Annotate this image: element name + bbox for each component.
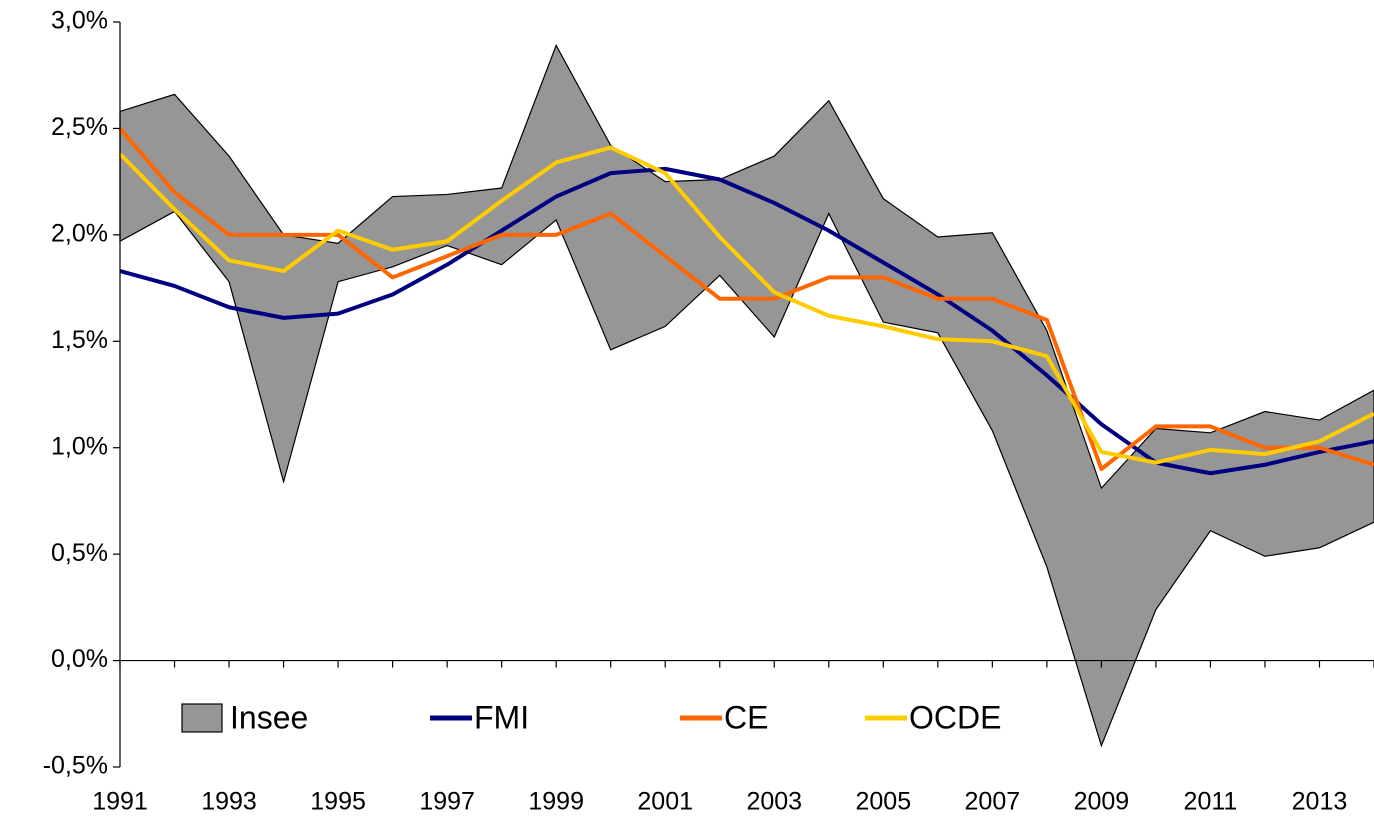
y-tick-label: 1,5% bbox=[51, 326, 108, 354]
legend-swatch bbox=[181, 703, 223, 733]
x-tick-label: 1997 bbox=[419, 788, 475, 816]
x-tick-label: 2009 bbox=[1074, 788, 1130, 816]
y-tick-label: 3,0% bbox=[51, 7, 108, 35]
x-tick-label: 2007 bbox=[965, 788, 1021, 816]
x-tick-label: 2005 bbox=[855, 788, 911, 816]
band bbox=[119, 43, 1374, 748]
y-tick-label: 0,5% bbox=[51, 539, 108, 567]
x-tick-label: 1999 bbox=[528, 788, 584, 816]
x-tick-label: 1993 bbox=[201, 788, 257, 816]
x-tick-label: 2001 bbox=[637, 788, 693, 816]
x-tick-label: 2013 bbox=[1292, 788, 1348, 816]
x-tick-label: 2011 bbox=[1184, 788, 1238, 816]
x-tick-label: 2003 bbox=[746, 788, 802, 816]
y-tick-label: 0,0% bbox=[51, 645, 108, 673]
legend-label: CE bbox=[724, 699, 768, 735]
x-tick-label: 1991 bbox=[92, 788, 148, 816]
x-tick-label: 1995 bbox=[310, 788, 366, 816]
series-line bbox=[118, 145, 1374, 465]
y-tick-label: -0,5% bbox=[43, 752, 108, 780]
y-tick-label: 2,0% bbox=[51, 219, 108, 247]
legend-label: OCDE bbox=[909, 699, 1001, 735]
legend-label: Insee bbox=[230, 699, 308, 735]
y-tick-label: 2,5% bbox=[51, 113, 108, 141]
legend-label: FMI bbox=[474, 699, 529, 735]
y-tick-label: 1,0% bbox=[51, 432, 108, 460]
series-line bbox=[119, 166, 1374, 476]
